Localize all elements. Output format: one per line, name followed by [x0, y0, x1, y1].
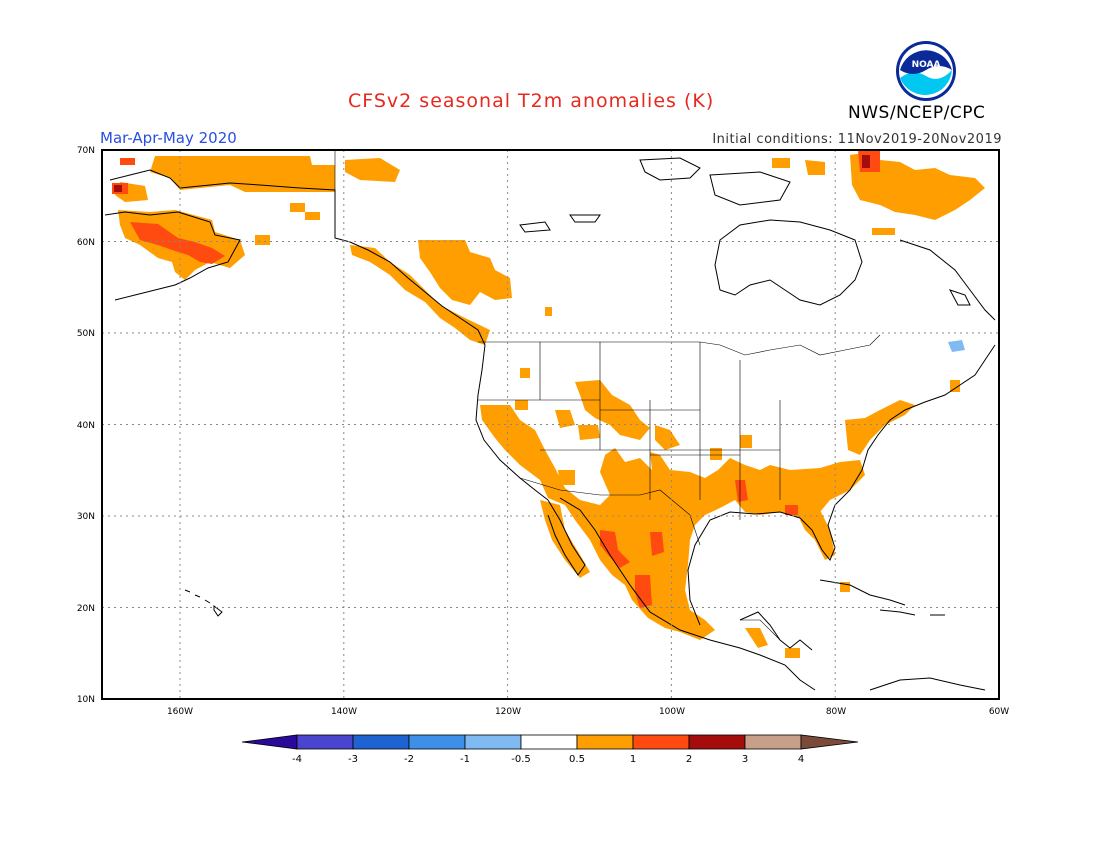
colorbar-label: 3	[742, 754, 748, 765]
colorbar-segment	[352, 734, 410, 750]
initial-conditions: Initial conditions: 11Nov2019-20Nov2019	[712, 132, 1002, 147]
colorbar-labels: -4 -3 -2 -1 -0.5 0.5 1 2 3 4	[292, 754, 804, 765]
forecast-period: Mar-Apr-May 2020	[100, 129, 237, 147]
colorbar-label: -1	[460, 754, 470, 765]
colorbar-label: -0.5	[511, 754, 531, 765]
lon-label: 80W	[826, 707, 846, 717]
map-frame	[101, 149, 1000, 700]
colorbar-segment	[632, 734, 690, 750]
colorbar-label: 4	[798, 754, 804, 765]
lat-label: 60N	[77, 238, 95, 248]
colorbar-label: -2	[404, 754, 414, 765]
colorbar-segment	[464, 734, 522, 750]
colorbar-segment	[241, 734, 298, 750]
lat-label: 70N	[77, 146, 95, 156]
lat-label: 30N	[77, 512, 95, 522]
lon-label: 120W	[495, 707, 521, 717]
noaa-logo: NOAA	[896, 41, 956, 101]
anomaly-darkred-regions	[114, 155, 870, 192]
colorbar-segment	[576, 734, 634, 750]
lon-label: 160W	[167, 707, 193, 717]
colorbar-segment	[744, 734, 802, 750]
lon-label: 60W	[989, 707, 1009, 717]
colorbar-label: 0.5	[569, 754, 585, 765]
graticule	[102, 150, 999, 699]
lat-label: 40N	[77, 421, 95, 431]
colorbar-label: 1	[630, 754, 636, 765]
map-title: CFSv2 seasonal T2m anomalies (K)	[348, 90, 715, 112]
lon-label: 140W	[331, 707, 357, 717]
colorbar-segment	[408, 734, 466, 750]
lon-labels: 160W 140W 120W 100W 80W 60W	[167, 707, 1009, 717]
lon-label: 100W	[659, 707, 685, 717]
lat-labels: 70N 60N 50N 40N 30N 20N 10N	[77, 146, 95, 705]
colorbar-segment	[800, 734, 859, 750]
lat-label: 50N	[77, 329, 95, 339]
lat-label: 20N	[77, 604, 95, 614]
coastlines	[104, 157, 996, 691]
colorbar	[241, 734, 859, 750]
logo-text: NOAA	[912, 60, 941, 70]
colorbar-label: -3	[348, 754, 358, 765]
political-borders	[334, 150, 881, 641]
colorbar-segment	[296, 734, 354, 750]
agency-label: NWS/NCEP/CPC	[848, 103, 986, 123]
colorbar-label: 2	[686, 754, 692, 765]
anomaly-blue-region	[948, 340, 965, 352]
lat-label: 10N	[77, 695, 95, 705]
colorbar-segment	[520, 734, 578, 750]
colorbar-label: -4	[292, 754, 302, 765]
colorbar-segment	[688, 734, 746, 750]
